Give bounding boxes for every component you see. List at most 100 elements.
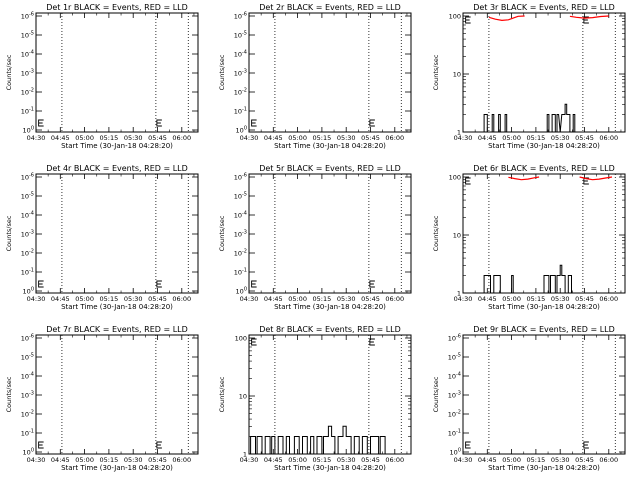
x-tick-label: 05:00 xyxy=(288,295,307,303)
x-axis-label: Start Time (30-Jan-18 04:28:20) xyxy=(61,303,173,311)
y-tick-label: 10-6 xyxy=(21,334,34,343)
x-tick-label: 04:45 xyxy=(51,456,70,464)
y-tick-label: 10-3 xyxy=(21,391,34,400)
plot-frame xyxy=(35,334,199,455)
x-tick-label: 05:45 xyxy=(148,456,167,464)
x-tick-label: 05:15 xyxy=(100,456,119,464)
event-marker-glyph xyxy=(369,119,375,127)
y-axis-label: Counts/sec xyxy=(432,215,440,251)
x-tick-label: 04:45 xyxy=(264,295,283,303)
x-tick-label: 05:30 xyxy=(124,456,143,464)
y-tick-label: 100 xyxy=(236,287,247,296)
y-axis-label: Counts/sec xyxy=(5,215,13,251)
x-tick-label: 05:00 xyxy=(75,456,94,464)
chart-title: Det 5r BLACK = Events, RED = LLD xyxy=(259,164,401,173)
y-tick-label: 10-6 xyxy=(21,173,34,182)
x-tick-label: 05:30 xyxy=(551,134,570,142)
events-series-line xyxy=(483,264,572,294)
event-marker-glyph xyxy=(583,441,589,449)
y-tick-label: 100 xyxy=(23,287,34,296)
x-tick-label: 04:30 xyxy=(240,295,259,303)
chart-panel-1: Det 1r BLACK = Events, RED = LLD 100 10-1 1… xyxy=(5,3,199,150)
x-tick-label: 04:30 xyxy=(454,134,473,142)
lld-series-line xyxy=(508,176,540,181)
y-tick-label: 10-5 xyxy=(21,353,34,362)
y-tick-label: 10-4 xyxy=(21,211,34,220)
x-tick-label: 04:45 xyxy=(264,456,283,464)
y-tick-label: 10-2 xyxy=(234,88,247,97)
y-tick-label: 10-6 xyxy=(21,12,34,21)
chart-panel-9: Det 9r BLACK = Events, RED = LLD 100 10-1 1… xyxy=(432,325,626,472)
x-axis-label: Start Time (30-Jan-18 04:28:20) xyxy=(488,303,600,311)
x-tick-label: 05:45 xyxy=(575,134,594,142)
y-tick-label: 10-4 xyxy=(234,211,247,220)
x-tick-label: 06:00 xyxy=(385,456,404,464)
x-tick-label: 04:30 xyxy=(240,134,259,142)
y-tick-label: 10-3 xyxy=(234,230,247,239)
y-tick-label: 10-4 xyxy=(448,372,461,381)
chart-panel-4: Det 4r BLACK = Events, RED = LLD 100 10-1 1… xyxy=(5,164,199,311)
x-tick-label: 05:45 xyxy=(361,295,380,303)
x-tick-label: 05:15 xyxy=(100,295,119,303)
y-tick-label: 10-1 xyxy=(448,429,461,438)
x-tick-label: 05:45 xyxy=(148,134,167,142)
y-tick-label: 10 xyxy=(453,232,461,240)
x-tick-label: 05:45 xyxy=(361,134,380,142)
event-marker-glyph xyxy=(38,441,44,449)
x-tick-label: 05:00 xyxy=(502,456,521,464)
event-marker-glyph xyxy=(38,119,44,127)
y-tick-label: 10-4 xyxy=(21,372,34,381)
chart-panel-3: Det 3r BLACK = Events, RED = LLD 1 10 100 04… xyxy=(432,3,626,150)
x-axis-label: Start Time (30-Jan-18 04:28:20) xyxy=(488,464,600,472)
event-marker-glyph xyxy=(583,16,589,24)
chart-title: Det 3r BLACK = Events, RED = LLD xyxy=(473,3,615,12)
y-tick-label: 10-1 xyxy=(21,429,34,438)
x-tick-label: 04:30 xyxy=(27,456,46,464)
y-axis-label: Counts/sec xyxy=(432,376,440,412)
y-tick-label: 10-3 xyxy=(21,230,34,239)
x-tick-label: 05:30 xyxy=(337,134,356,142)
x-tick-label: 04:30 xyxy=(240,456,259,464)
x-tick-label: 04:30 xyxy=(454,295,473,303)
plot-frame xyxy=(462,334,626,455)
y-tick-label: 10-2 xyxy=(234,249,247,258)
y-tick-label: 10-1 xyxy=(234,107,247,116)
lld-series-line xyxy=(488,15,525,22)
x-tick-label: 05:15 xyxy=(313,456,332,464)
y-tick-label: 100 xyxy=(449,174,461,182)
event-marker-glyph xyxy=(156,441,162,449)
x-tick-label: 06:00 xyxy=(172,456,191,464)
plot-frame xyxy=(248,334,412,455)
x-tick-label: 04:45 xyxy=(478,134,497,142)
event-marker-glyph xyxy=(465,441,471,449)
chart-panel-2: Det 2r BLACK = Events, RED = LLD 100 10-1 1… xyxy=(218,3,412,150)
x-axis-label: Start Time (30-Jan-18 04:28:20) xyxy=(274,142,386,150)
chart-panel-7: Det 7r BLACK = Events, RED = LLD 100 10-1 1… xyxy=(5,325,199,472)
y-tick-label: 10-2 xyxy=(21,410,34,419)
x-tick-label: 05:30 xyxy=(551,456,570,464)
chart-title: Det 2r BLACK = Events, RED = LLD xyxy=(259,3,401,12)
y-tick-label: 10-5 xyxy=(21,31,34,40)
x-tick-label: 05:30 xyxy=(124,134,143,142)
x-tick-label: 06:00 xyxy=(385,134,404,142)
x-tick-label: 04:45 xyxy=(264,134,283,142)
y-tick-label: 1 xyxy=(243,451,247,459)
event-marker-glyph xyxy=(156,119,162,127)
x-tick-label: 06:00 xyxy=(172,134,191,142)
y-tick-label: 10-1 xyxy=(21,268,34,277)
x-tick-label: 05:15 xyxy=(313,134,332,142)
x-axis-label: Start Time (30-Jan-18 04:28:20) xyxy=(61,464,173,472)
y-tick-label: 10-6 xyxy=(234,12,247,21)
x-axis-label: Start Time (30-Jan-18 04:28:20) xyxy=(274,464,386,472)
y-tick-label: 10-1 xyxy=(234,268,247,277)
y-tick-label: 10-2 xyxy=(21,88,34,97)
x-tick-label: 06:00 xyxy=(599,456,618,464)
x-tick-label: 04:45 xyxy=(478,295,497,303)
x-tick-label: 05:00 xyxy=(288,456,307,464)
event-marker-glyph xyxy=(251,280,257,288)
x-tick-label: 05:30 xyxy=(124,295,143,303)
y-axis-label: Counts/sec xyxy=(218,54,226,90)
y-tick-label: 10-6 xyxy=(234,173,247,182)
y-tick-label: 10-2 xyxy=(21,249,34,258)
x-tick-label: 06:00 xyxy=(599,134,618,142)
